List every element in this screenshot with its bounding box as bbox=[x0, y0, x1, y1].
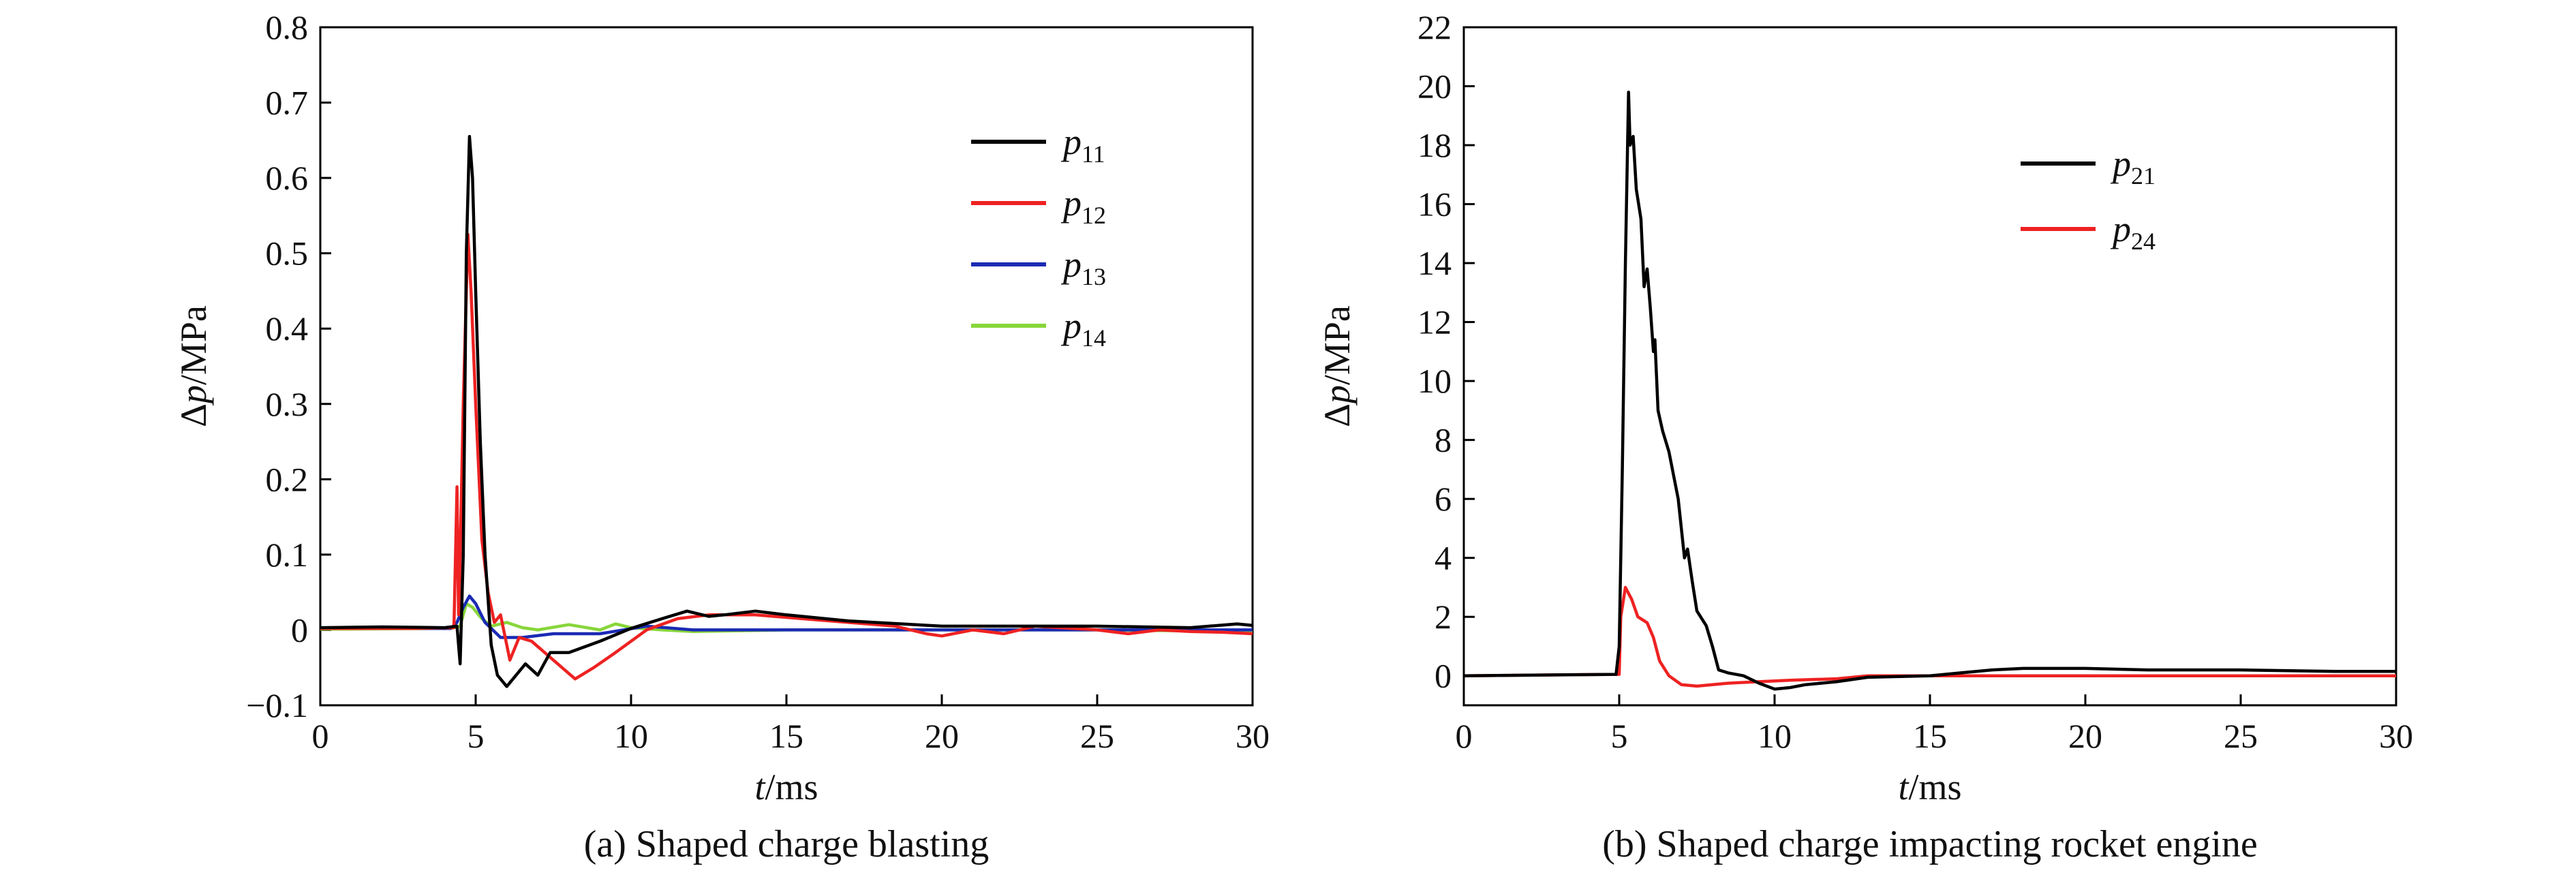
x-axis-label: t/ms bbox=[754, 767, 818, 807]
x-tick-label: 30 bbox=[1236, 717, 1270, 755]
x-axis-label: t/ms bbox=[1898, 767, 1961, 807]
x-tick-label: 5 bbox=[467, 717, 485, 755]
x-tick-label: 30 bbox=[2379, 717, 2413, 755]
x-tick-label: 10 bbox=[614, 717, 648, 755]
panel-caption: (b) Shaped charge impacting rocket engin… bbox=[1602, 823, 2258, 865]
legend-label-p24: p24 bbox=[2110, 209, 2156, 255]
y-axis-label: Δp/MPa bbox=[1317, 305, 1358, 427]
y-axis-label: Δp/MPa bbox=[173, 305, 214, 427]
y-tick-label: 14 bbox=[1417, 244, 1452, 282]
y-tick-label: −0.1 bbox=[246, 686, 308, 724]
series-group bbox=[320, 135, 1253, 688]
plot-area-frame bbox=[1462, 26, 2397, 707]
y-tick-label: 4 bbox=[1435, 539, 1452, 577]
legend-label-p11: p11 bbox=[1060, 121, 1105, 168]
x-tick-label: 10 bbox=[1758, 717, 1792, 755]
legend: p11 p12 p13 p14 bbox=[971, 121, 1106, 352]
y-tick-label: 10 bbox=[1417, 362, 1452, 400]
chart-panel-b: 0 5 10 15 20 25 30 0 2 4 6 8 10 12 14 16 18 20 22 t/ms Δp/MP… bbox=[1317, 8, 2413, 865]
x-tick-label: 0 bbox=[312, 717, 329, 755]
legend-label-p21: p21 bbox=[2110, 143, 2156, 189]
y-tick-label: 20 bbox=[1417, 67, 1452, 106]
x-tick-label: 25 bbox=[1080, 717, 1114, 755]
x-tick-label: 0 bbox=[1456, 717, 1473, 755]
y-tick-label: 18 bbox=[1417, 126, 1452, 164]
x-tick-label: 20 bbox=[925, 717, 959, 755]
series-group bbox=[1464, 90, 2396, 691]
y-tick-label: 0.6 bbox=[266, 159, 309, 197]
y-tick-label: 16 bbox=[1417, 185, 1452, 224]
y-tick-label: 0.8 bbox=[266, 8, 309, 46]
y-tick-label: 2 bbox=[1435, 598, 1452, 636]
legend-label-p14: p14 bbox=[1060, 305, 1106, 352]
y-tick-label: 0 bbox=[1435, 657, 1452, 695]
y-tick-label: 22 bbox=[1417, 8, 1452, 46]
x-tick-label: 15 bbox=[769, 717, 803, 755]
y-tick-label: 0.2 bbox=[266, 460, 309, 498]
y-tick-label: 0 bbox=[291, 611, 308, 649]
y-tick-label: 12 bbox=[1417, 303, 1452, 341]
chart-panel-a: 0 5 10 15 20 25 30−0.100.10.20.30.40.50.60.70.… bbox=[173, 8, 1270, 865]
legend-label-p13: p13 bbox=[1060, 244, 1106, 290]
y-tick-label: 6 bbox=[1435, 480, 1452, 518]
y-tick-label: 0.7 bbox=[266, 84, 309, 122]
x-tick-label: 20 bbox=[2068, 717, 2102, 755]
x-tick-label: 5 bbox=[1611, 717, 1628, 755]
y-tick-label: 0.3 bbox=[266, 385, 309, 423]
series-line-p11 bbox=[320, 135, 1253, 688]
x-tick-label: 25 bbox=[2224, 717, 2258, 755]
y-tick-label: 8 bbox=[1435, 421, 1452, 459]
panel-caption: (a) Shaped charge blasting bbox=[584, 823, 990, 865]
y-tick-label: 0.4 bbox=[266, 309, 309, 348]
series-line-p21 bbox=[1464, 90, 2396, 691]
y-tick-label: 0.1 bbox=[266, 536, 309, 574]
y-tick-label: 0.5 bbox=[266, 234, 309, 273]
legend-label-p12: p12 bbox=[1060, 183, 1106, 229]
x-tick-label: 15 bbox=[1913, 717, 1947, 755]
